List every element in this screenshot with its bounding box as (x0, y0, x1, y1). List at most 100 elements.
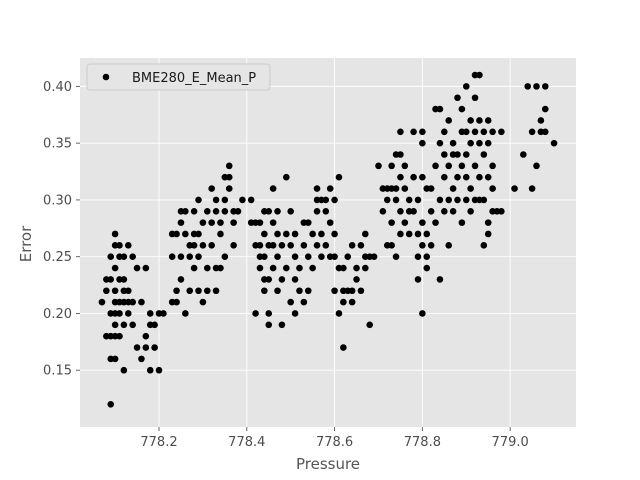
data-point (414, 253, 422, 260)
data-point (462, 128, 470, 136)
data-point (111, 230, 119, 238)
data-point (278, 276, 286, 283)
data-point (392, 253, 400, 260)
data-point (195, 230, 202, 238)
data-point (423, 253, 431, 260)
data-point (151, 321, 158, 329)
data-point (212, 287, 220, 295)
data-point (419, 310, 426, 317)
data-point (133, 264, 141, 272)
data-point (388, 242, 395, 249)
data-point (203, 287, 211, 295)
data-point (256, 264, 264, 272)
data-point (498, 207, 505, 215)
data-point (335, 310, 343, 317)
data-point (230, 219, 237, 226)
data-point (296, 287, 303, 295)
data-point (274, 253, 281, 260)
data-point (520, 151, 527, 158)
data-point (344, 253, 352, 260)
data-point (480, 128, 488, 136)
grid-lines (80, 58, 576, 427)
data-point (410, 207, 417, 215)
data-point (383, 196, 391, 204)
data-point (120, 321, 128, 329)
data-point (357, 242, 365, 249)
data-point (458, 219, 466, 226)
data-point (291, 276, 299, 283)
data-point (331, 287, 338, 295)
data-point (265, 321, 273, 329)
data-point (462, 173, 470, 181)
data-point (129, 298, 136, 306)
data-point (436, 276, 444, 283)
data-point (265, 310, 273, 317)
data-point (208, 219, 215, 226)
data-point (401, 162, 409, 170)
data-point (142, 264, 150, 272)
data-point (190, 207, 198, 215)
data-point (274, 287, 281, 295)
data-point (397, 128, 404, 136)
data-point (441, 207, 448, 215)
data-point (278, 242, 286, 249)
data-point (313, 207, 321, 215)
data-point (269, 219, 277, 226)
data-point (484, 117, 492, 124)
data-point (124, 310, 132, 317)
data-point (190, 242, 198, 249)
data-point (489, 185, 496, 192)
data-point (177, 253, 185, 260)
data-point (304, 253, 312, 260)
data-point (467, 185, 474, 192)
legend-marker (102, 73, 110, 81)
data-point (221, 253, 229, 260)
data-point (458, 162, 466, 170)
data-point (419, 139, 426, 147)
legend-box (86, 63, 271, 91)
data-point (436, 139, 444, 147)
data-point (392, 196, 400, 204)
x-axis-label: Pressure (296, 455, 360, 473)
data-point (283, 264, 290, 272)
data-point (318, 230, 325, 238)
data-point (427, 185, 435, 192)
data-point (454, 151, 461, 158)
data-point (410, 128, 417, 136)
data-point (476, 71, 483, 79)
y-axis-ticks: 0.15 0.20 0.25 0.30 0.35 0.40 (43, 80, 80, 379)
data-point (419, 219, 426, 226)
data-point (537, 117, 545, 124)
data-point (182, 310, 189, 317)
data-point (190, 264, 198, 272)
data-point (419, 128, 426, 136)
data-point (225, 162, 233, 170)
data-point (331, 230, 338, 238)
data-point (550, 139, 558, 147)
data-point (111, 321, 119, 329)
data-point (217, 230, 224, 238)
y-tick-label: 0.20 (43, 307, 72, 322)
data-point (151, 344, 158, 351)
data-point (318, 253, 325, 260)
data-point (252, 310, 259, 317)
data-point (454, 173, 461, 181)
data-point (124, 242, 132, 249)
data-point (419, 173, 426, 181)
data-points (98, 71, 558, 408)
data-point (212, 196, 220, 204)
data-point (401, 185, 409, 192)
y-tick-label: 0.35 (43, 137, 72, 152)
data-point (256, 219, 264, 226)
data-point (489, 128, 496, 136)
data-point (480, 242, 488, 249)
data-point (454, 94, 461, 102)
data-point (397, 173, 404, 181)
data-point (116, 310, 123, 317)
data-point (239, 196, 246, 204)
data-point (392, 185, 400, 192)
data-point (541, 83, 549, 90)
data-point (142, 332, 150, 340)
data-point (199, 219, 207, 226)
data-point (177, 276, 185, 283)
